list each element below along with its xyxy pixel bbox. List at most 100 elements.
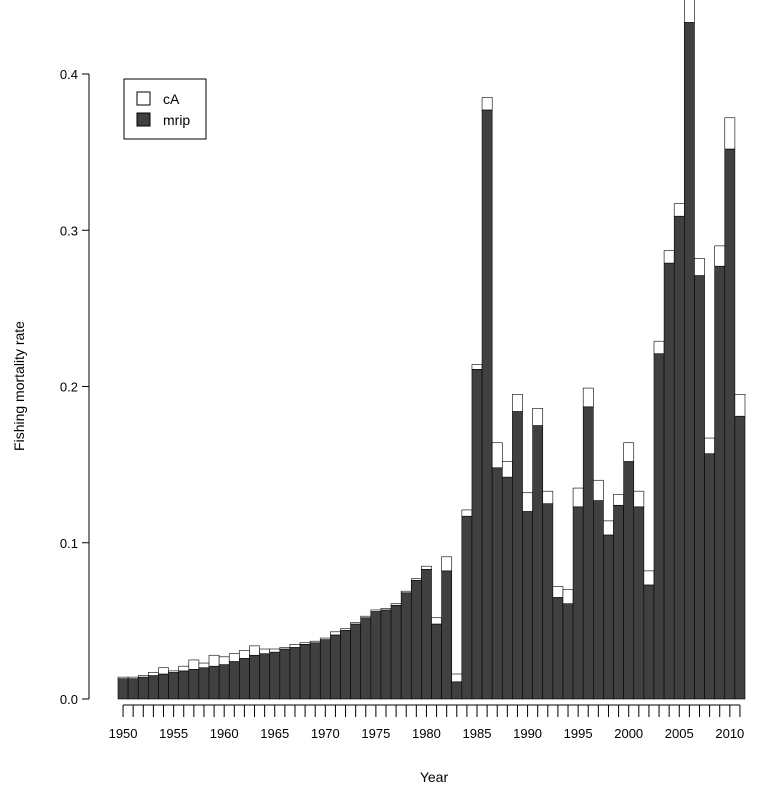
bar-ca-1968 xyxy=(299,642,311,645)
bar-ca-1979 xyxy=(410,578,422,581)
bar-mrip-1959 xyxy=(208,665,220,700)
bar-ca-1978 xyxy=(400,590,412,594)
legend-box xyxy=(123,78,207,140)
bar-mrip-2001 xyxy=(633,506,645,700)
y-tick-label: 0.3 xyxy=(60,223,78,238)
bar-mrip-2006 xyxy=(684,22,695,700)
bar-ca-1964 xyxy=(259,648,270,654)
bar-mrip-2010 xyxy=(724,148,736,700)
bar-mrip-1995 xyxy=(572,506,584,700)
bar-mrip-1986 xyxy=(481,109,493,700)
bar-mrip-1966 xyxy=(279,648,291,700)
bar-ca-1962 xyxy=(239,650,250,659)
bar-ca-1954 xyxy=(158,667,169,675)
bar-ca-1993 xyxy=(552,586,564,598)
bar-mrip-1969 xyxy=(309,642,321,700)
bar-ca-1969 xyxy=(309,640,321,644)
legend-label-ca: cA xyxy=(163,91,180,107)
bar-ca-1977 xyxy=(390,603,402,606)
bar-ca-1995 xyxy=(572,487,584,508)
x-tick-label: 1960 xyxy=(210,726,239,741)
bar-mrip-2011 xyxy=(734,415,746,700)
bar-mrip-1953 xyxy=(148,675,159,700)
bar-ca-1959 xyxy=(208,654,220,667)
bar-ca-2009 xyxy=(714,245,726,267)
x-tick-label: 1975 xyxy=(361,726,390,741)
bar-ca-1971 xyxy=(330,631,341,636)
bar-mrip-1950 xyxy=(117,678,129,700)
bar-ca-1974 xyxy=(360,615,372,619)
bar-mrip-1971 xyxy=(330,634,341,700)
bar-ca-1992 xyxy=(542,490,554,504)
bar-mrip-1993 xyxy=(552,597,564,700)
bar-ca-2004 xyxy=(663,250,675,264)
x-axis: 1950 1955 1960 1965 1970 1975 1980 1985 1990 1995… xyxy=(109,704,744,741)
bar-ca-1973 xyxy=(350,622,362,625)
bar-mrip-1989 xyxy=(512,411,523,700)
bar-ca-1967 xyxy=(289,644,301,648)
bar-mrip-1999 xyxy=(613,504,624,700)
bar-ca-1955 xyxy=(168,670,179,673)
bar-ca-1957 xyxy=(188,659,200,670)
bar-mrip-1980 xyxy=(421,569,432,700)
bar-ca-1987 xyxy=(491,442,503,469)
bar-ca-1998 xyxy=(603,520,614,536)
bar-mrip-1952 xyxy=(137,676,149,700)
bar-ca-1952 xyxy=(137,675,149,678)
y-axis: 0.0 0.1 0.2 0.3 0.4 xyxy=(60,67,90,707)
bar-ca-1994 xyxy=(562,589,574,604)
bar-mrip-1976 xyxy=(380,609,392,700)
bar-ca-1966 xyxy=(279,647,291,650)
bar-mrip-1988 xyxy=(501,476,513,700)
bar-ca-1985 xyxy=(471,364,483,370)
bar-ca-1963 xyxy=(249,645,260,656)
bar-mrip-1954 xyxy=(158,673,169,700)
bar-mrip-1998 xyxy=(603,534,614,700)
bar-mrip-1960 xyxy=(218,664,230,700)
y-tick-label: 0.4 xyxy=(60,67,78,82)
bar-ca-2005 xyxy=(673,203,685,217)
bar-ca-2002 xyxy=(643,570,655,586)
bar-mrip-2000 xyxy=(623,461,635,700)
bar-mrip-1978 xyxy=(400,592,412,700)
bar-mrip-2004 xyxy=(663,262,675,700)
bar-ca-1988 xyxy=(501,461,513,478)
bar-ca-2000 xyxy=(623,442,635,462)
bar-mrip-1956 xyxy=(178,670,190,700)
bar-ca-1989 xyxy=(512,394,523,412)
bar-mrip-1994 xyxy=(562,603,574,700)
x-tick-label: 1995 xyxy=(564,726,593,741)
bar-mrip-1964 xyxy=(259,653,270,700)
bar-ca-1986 xyxy=(481,97,493,111)
bar-ca-1976 xyxy=(380,608,392,611)
bar-ca-1975 xyxy=(370,609,382,612)
bar-mrip-1979 xyxy=(410,579,422,700)
x-tick-label: 1965 xyxy=(260,726,289,741)
bar-ca-2008 xyxy=(704,437,715,454)
bar-mrip-1997 xyxy=(593,500,604,700)
bar-mrip-2005 xyxy=(673,215,685,700)
x-tick-label: 2005 xyxy=(665,726,694,741)
bar-mrip-1958 xyxy=(198,667,210,700)
bar-mrip-1957 xyxy=(188,669,200,700)
bar-mrip-1984 xyxy=(461,515,473,700)
bar-ca-1981 xyxy=(431,617,442,625)
bar-mrip-1981 xyxy=(431,623,442,700)
x-tick-label: 1970 xyxy=(311,726,340,741)
bar-group xyxy=(117,0,746,700)
bar-mrip-1967 xyxy=(289,647,301,700)
bar-mrip-1962 xyxy=(239,658,250,700)
bar-mrip-1996 xyxy=(582,406,594,700)
bar-mrip-1974 xyxy=(360,617,372,700)
bar-mrip-1985 xyxy=(471,369,483,700)
bar-ca-2003 xyxy=(653,340,665,354)
bar-ca-1960 xyxy=(218,656,230,665)
y-tick-label: 0.0 xyxy=(60,692,78,707)
bar-ca-1956 xyxy=(178,665,190,672)
legend-label-mrip: mrip xyxy=(163,112,190,128)
bar-mrip-1961 xyxy=(228,661,240,700)
bar-ca-1980 xyxy=(421,565,432,570)
bar-mrip-1973 xyxy=(350,623,362,700)
bar-mrip-1991 xyxy=(532,425,544,700)
